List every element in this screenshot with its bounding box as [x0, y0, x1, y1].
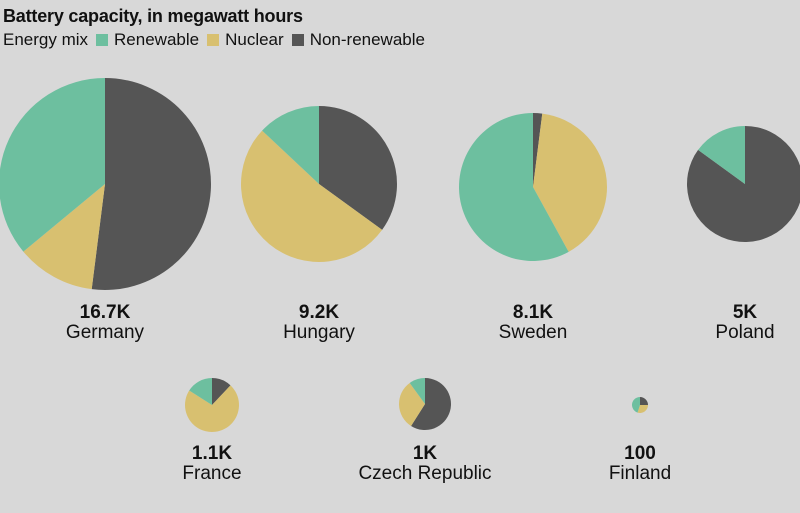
legend-label: Energy mix: [3, 30, 89, 49]
data-label-value: 8.1K: [513, 302, 553, 323]
data-label-value: 16.7K: [80, 302, 131, 323]
pie-slice-renewable: [459, 112, 569, 261]
data-label-country: Hungary: [283, 322, 355, 343]
pie-slice-non-renewable: [212, 378, 231, 405]
pie-slice-non-renewable: [640, 397, 648, 405]
legend-swatch-nuclear: [207, 34, 220, 46]
data-label-value: 1K: [413, 443, 438, 464]
legend-swatch-renewable: [96, 34, 109, 46]
pie-slice-non-renewable: [91, 77, 212, 290]
pie-slice-nuclear: [240, 130, 383, 263]
pie-slice-renewable: [262, 106, 319, 184]
legend-item-nuclear: Nuclear: [225, 30, 284, 49]
pie-slice-renewable: [189, 378, 212, 405]
pie-slice-nuclear: [637, 405, 648, 414]
data-label-country: Poland: [715, 322, 774, 343]
data-label-value: 9.2K: [299, 302, 339, 323]
pie-slice-nuclear: [533, 113, 608, 252]
data-label-country: Czech Republic: [358, 463, 491, 484]
pie-slice-renewable: [632, 397, 640, 413]
pie-slice-renewable: [698, 126, 745, 184]
legend: Energy mix Renewable Nuclear Non-renewab…: [3, 30, 425, 50]
pie-slice-renewable: [409, 378, 425, 404]
pie-slice-nuclear: [185, 385, 239, 433]
pie-slice-non-renewable: [411, 378, 452, 430]
pie-slice-non-renewable: [319, 106, 397, 230]
pie-slice-nuclear: [399, 382, 425, 426]
chart-title: Battery capacity, in megawatt hours: [3, 6, 303, 26]
legend-item-renewable: Renewable: [114, 30, 200, 49]
data-label-country: Sweden: [499, 322, 568, 343]
pie-slice-non-renewable: [533, 113, 543, 187]
data-label-value: 5K: [733, 302, 758, 323]
data-label-country: France: [182, 463, 241, 484]
data-label-country: Finland: [609, 463, 671, 484]
pie-slice-nuclear: [23, 184, 106, 290]
pie-slice-renewable: [0, 78, 105, 252]
legend-swatch-non-renewable: [291, 34, 304, 46]
pie-slice-non-renewable: [687, 126, 800, 242]
data-label-value: 100: [624, 443, 656, 464]
data-label-value: 1.1K: [192, 443, 232, 464]
legend-item-non-renewable: Non-renewable: [309, 30, 425, 49]
data-label-country: Germany: [66, 322, 145, 343]
